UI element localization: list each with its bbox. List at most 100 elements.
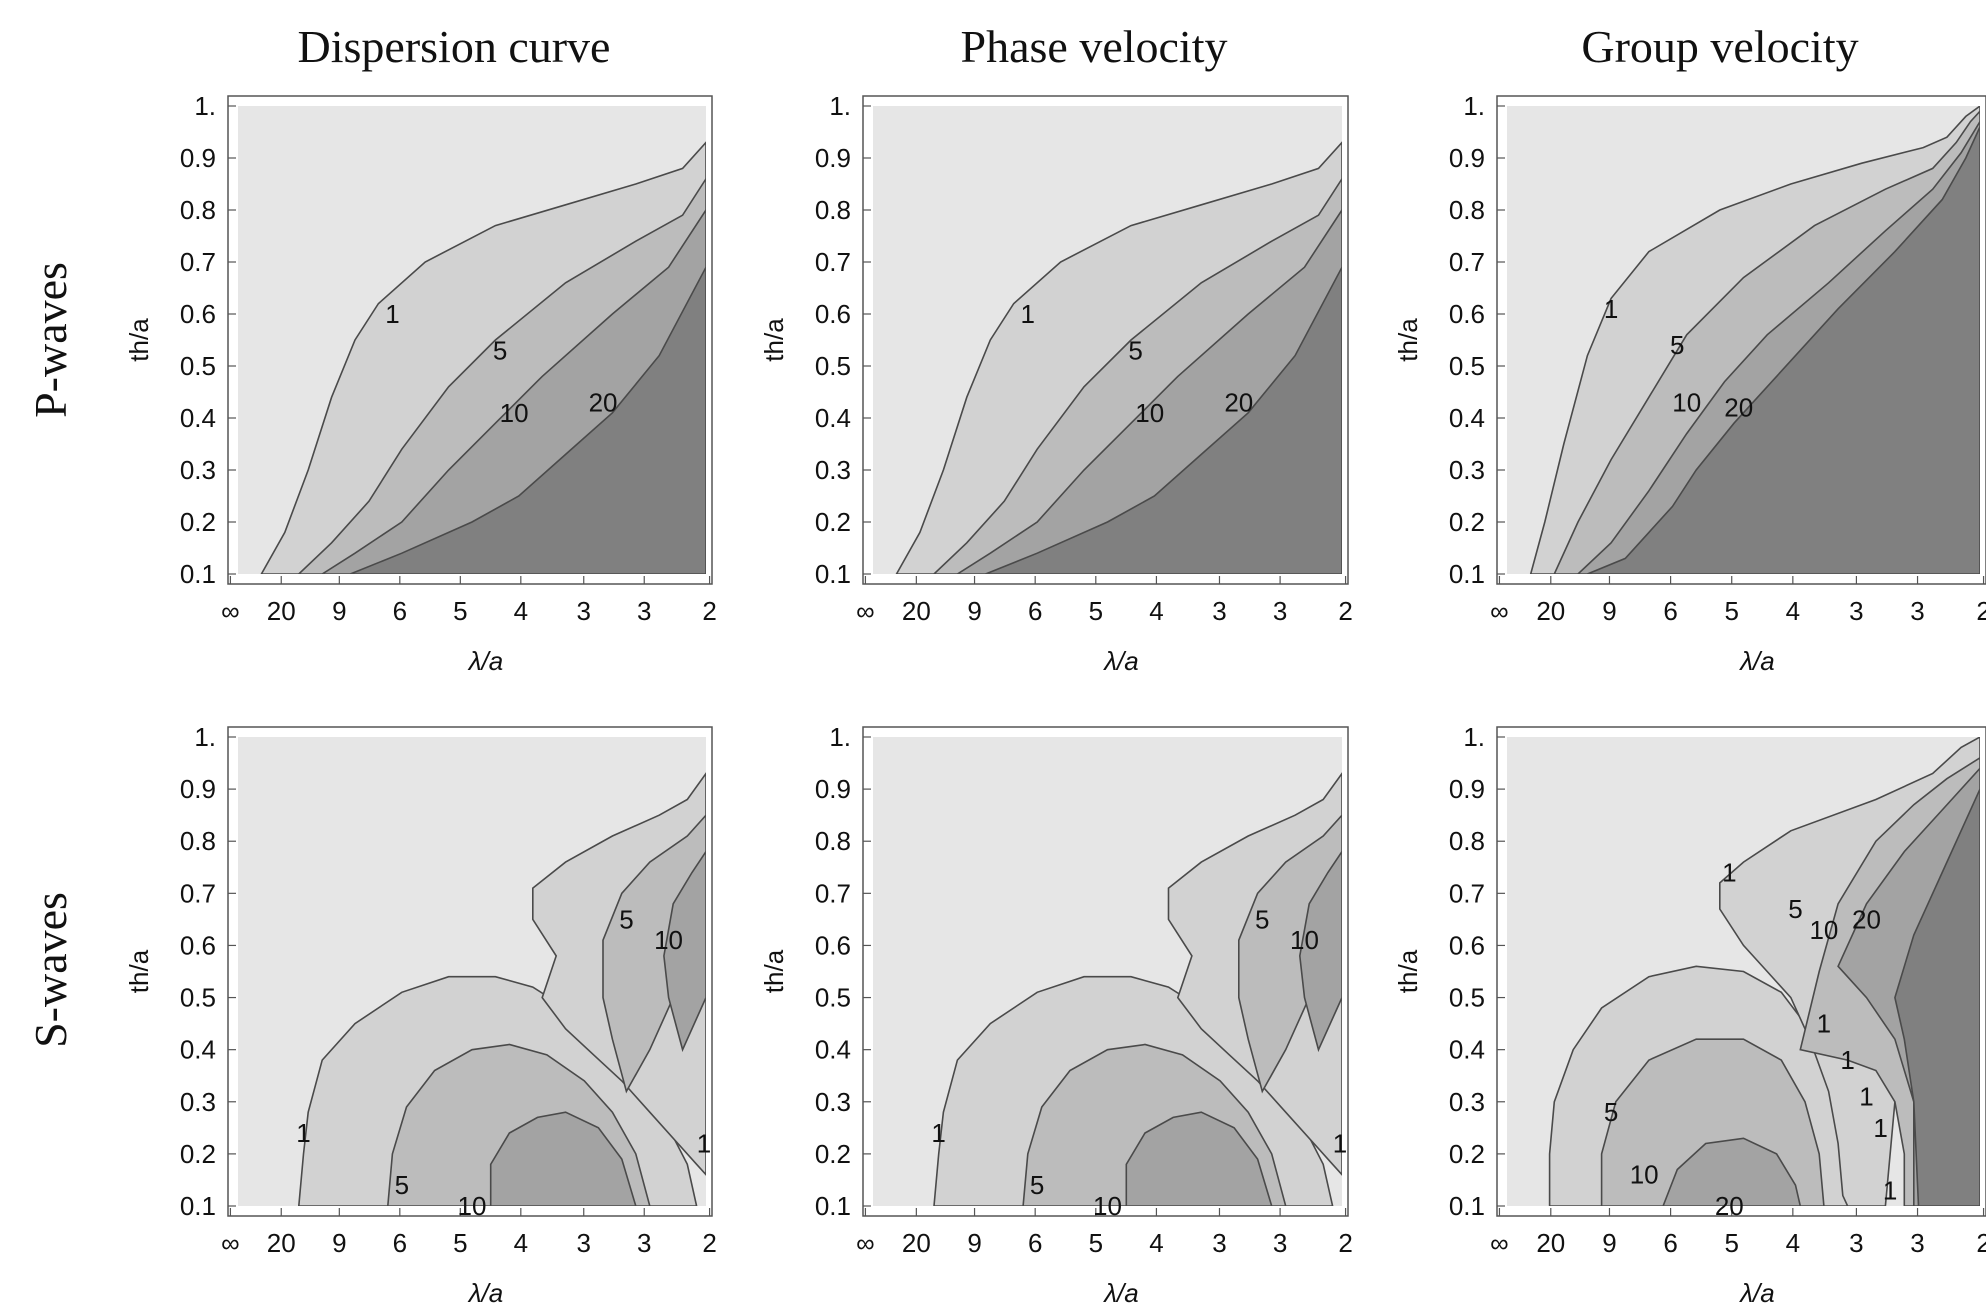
- contour-label: 5: [1670, 330, 1684, 360]
- x-tick-label: 3: [1910, 596, 1924, 626]
- y-tick-label: 0.2: [815, 1139, 851, 1169]
- contour-region-level-20: [985, 266, 1342, 574]
- panel-s-group: 0.1 0.2 0.3 0.4 0.5 0.6 0.7 0.8 0.9 1. ∞ 20 9 6 5 4 3 3 2 λ…: [1393, 722, 1986, 1308]
- x-tick-label: ∞: [221, 596, 240, 626]
- x-tick-label: 3: [637, 1228, 651, 1258]
- contour-label: 10: [1809, 915, 1838, 945]
- y-tick-label: 0.3: [815, 455, 851, 485]
- y-tick-label: 0.4: [815, 403, 851, 433]
- y-tick-label: 0.1: [1449, 559, 1485, 589]
- x-tick-label: 2: [702, 1228, 716, 1258]
- x-axis-label: λ/a: [1738, 646, 1774, 676]
- plot-frame: [1496, 95, 1986, 585]
- contour-label: 1: [1840, 1045, 1854, 1075]
- x-tick-label: 6: [1028, 596, 1042, 626]
- x-tick-label: 4: [1786, 1228, 1800, 1258]
- y-tick-label: 0.4: [180, 1035, 216, 1065]
- contour-label: 5: [1255, 904, 1269, 934]
- y-tick-label: 0.6: [180, 299, 216, 329]
- y-tick-label: 0.8: [180, 826, 216, 856]
- y-tick-label: 0.4: [815, 1035, 851, 1065]
- y-tick-label: 1.: [1463, 722, 1485, 752]
- contour-label: 1: [1859, 1082, 1873, 1112]
- x-tick-label: 6: [393, 1228, 407, 1258]
- contour-region-level-10: [1662, 1137, 1802, 1206]
- y-tick-label: 0.6: [1449, 930, 1485, 960]
- y-tick-label: 0.8: [815, 826, 851, 856]
- y-tick-label: 0.6: [1449, 299, 1485, 329]
- y-tick-label: 0.9: [180, 774, 216, 804]
- x-tick-label: 5: [1089, 1228, 1103, 1258]
- contour-label: 5: [493, 335, 507, 365]
- y-tick-label: 0.3: [180, 455, 216, 485]
- contour-label: 20: [1724, 393, 1753, 423]
- y-tick-label: 0.1: [815, 559, 851, 589]
- y-tick-label: 0.7: [815, 247, 851, 277]
- contour-label: 5: [1030, 1170, 1044, 1200]
- contour-label: 10: [1672, 387, 1701, 417]
- y-tick-label: 0.5: [815, 351, 851, 381]
- y-tick-label: 0.8: [1449, 826, 1485, 856]
- y-tick-label: 0.4: [180, 403, 216, 433]
- contour-label: 20: [1224, 387, 1253, 417]
- y-tick-label: 1.: [194, 722, 216, 752]
- contour-label: 1: [385, 299, 399, 329]
- y-tick-label: 0.7: [180, 247, 216, 277]
- x-tick-label: 9: [332, 596, 346, 626]
- y-tick-label: 0.3: [180, 1087, 216, 1117]
- y-tick-label: 0.6: [815, 930, 851, 960]
- x-tick-label: 20: [267, 1228, 296, 1258]
- y-axis-label: th/a: [1393, 949, 1423, 993]
- x-tick-label: 5: [1724, 596, 1738, 626]
- contour-label: 20: [589, 387, 618, 417]
- contour-region-level-20: [350, 266, 706, 574]
- y-tick-label: 0.1: [180, 1191, 216, 1221]
- y-tick-label: 0.7: [815, 878, 851, 908]
- x-tick-label: 9: [967, 1228, 981, 1258]
- x-tick-label: 20: [1536, 596, 1565, 626]
- panel-p-dispersion: 0.1 0.2 0.3 0.4 0.5 0.6 0.7 0.8 0.9 1. ∞ 20 9 6 5 4 3 3 2 λ…: [124, 91, 717, 676]
- plot-frame: [862, 95, 1349, 585]
- x-tick-label: 6: [1028, 1228, 1042, 1258]
- x-tick-label: ∞: [1490, 1228, 1509, 1258]
- y-tick-label: 0.2: [815, 507, 851, 537]
- y-axis-label: th/a: [1393, 318, 1423, 362]
- x-tick-label: 5: [1724, 1228, 1738, 1258]
- contour-label: 1: [697, 1128, 711, 1158]
- column-title-group: Group velocity: [1581, 21, 1858, 72]
- y-tick-label: 0.5: [1449, 351, 1485, 381]
- x-tick-label: 20: [1536, 1228, 1565, 1258]
- x-tick-label: 20: [267, 596, 296, 626]
- y-tick-label: 0.9: [1449, 143, 1485, 173]
- x-axis-label: λ/a: [467, 1278, 503, 1308]
- y-tick-label: 0.9: [180, 143, 216, 173]
- x-tick-label: 3: [637, 596, 651, 626]
- x-tick-label: 2: [702, 596, 716, 626]
- x-tick-label: 3: [1273, 1228, 1287, 1258]
- contour-label: 10: [1290, 925, 1319, 955]
- y-tick-label: 0.7: [1449, 878, 1485, 908]
- contour-label: 1: [1021, 299, 1035, 329]
- row-title-s-waves: S-waves: [25, 892, 76, 1048]
- contour-label: 1: [1604, 294, 1618, 324]
- y-tick-label: 0.6: [815, 299, 851, 329]
- x-tick-label: 5: [453, 596, 467, 626]
- y-tick-label: 0.7: [1449, 247, 1485, 277]
- x-tick-label: 9: [332, 1228, 346, 1258]
- x-tick-label: 3: [1849, 1228, 1863, 1258]
- x-tick-label: 4: [1149, 1228, 1163, 1258]
- y-tick-label: 1.: [829, 91, 851, 121]
- x-tick-label: 4: [1786, 596, 1800, 626]
- contour-region-level-10: [663, 850, 706, 1053]
- x-tick-label: ∞: [221, 1228, 240, 1258]
- x-axis-label: λ/a: [1102, 1278, 1138, 1308]
- contour-label: 5: [619, 904, 633, 934]
- x-tick-label: 6: [393, 596, 407, 626]
- y-tick-label: 0.2: [180, 1139, 216, 1169]
- contour-label: 1: [296, 1118, 310, 1148]
- contour-region-level-20: [1894, 788, 1980, 1206]
- y-tick-label: 0.1: [180, 559, 216, 589]
- x-tick-label: 3: [1212, 1228, 1226, 1258]
- contour-label: 10: [1630, 1160, 1659, 1190]
